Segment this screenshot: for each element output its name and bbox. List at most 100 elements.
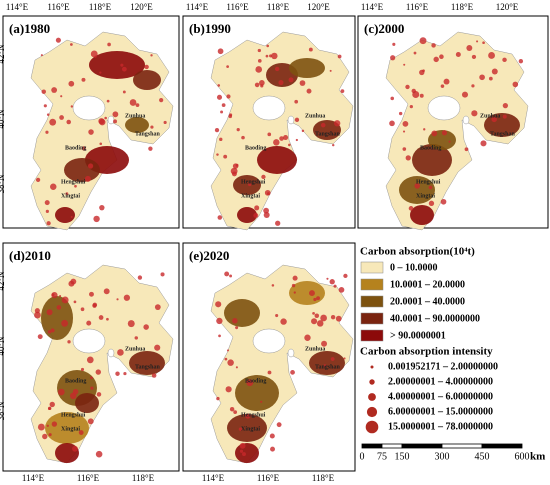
- intensity-dot: [340, 89, 345, 93]
- intensity-dot: [90, 386, 94, 390]
- intensity-dot: [271, 52, 278, 60]
- intensity-dot: [294, 117, 300, 122]
- intensity-dot: [55, 37, 61, 43]
- intensity-dot: [117, 349, 124, 356]
- intensity-dot: [326, 277, 329, 280]
- intensity-dot: [488, 76, 493, 81]
- map: Zunhua Tangshan Baoding Hengshui Xingtai: [30, 31, 174, 231]
- intensity-dot: [431, 43, 436, 48]
- intensity-dot: [316, 320, 324, 327]
- intensity-dot: [314, 313, 320, 319]
- intensity-dot: [245, 413, 251, 419]
- intensity-dot: [479, 74, 485, 81]
- intensity-dot: [320, 122, 326, 128]
- intensity-dot: [299, 80, 306, 86]
- intensity-dot: [48, 433, 52, 437]
- intensity-dot: [333, 284, 337, 288]
- intensity-dot: [232, 163, 239, 169]
- tianjin: [287, 115, 295, 125]
- intensity-dot: [122, 90, 126, 94]
- intensity-dot: [428, 200, 435, 207]
- intensity-dot: [402, 130, 406, 133]
- intensity-dot: [113, 119, 117, 124]
- intensity-dot: [402, 147, 407, 151]
- lon-tick-label: 114°E: [22, 473, 45, 483]
- panel-frame: [182, 15, 356, 229]
- intensity-dot: [92, 303, 97, 308]
- city-label: Baoding: [65, 378, 86, 384]
- intensity-dot: [304, 334, 311, 341]
- intensity-dot: [334, 120, 341, 127]
- legend-dot: [370, 365, 374, 369]
- legend-label: > 90.0000001: [390, 330, 446, 341]
- intensity-dot: [235, 326, 239, 330]
- intensity-dot: [129, 99, 137, 106]
- intensity-dot: [86, 356, 94, 364]
- intensity-dot: [482, 41, 485, 45]
- panel-frame: [2, 242, 180, 472]
- intensity-dot: [440, 84, 445, 88]
- intensity-dot: [220, 110, 224, 114]
- county-patch: [412, 144, 452, 176]
- intensity-dot: [115, 371, 120, 376]
- lon-tick-label: 120°E: [496, 2, 519, 12]
- intensity-dot: [46, 424, 49, 427]
- intensity-dot: [44, 200, 50, 206]
- city-label: Tangshan: [135, 131, 160, 137]
- intensity-dot: [241, 135, 245, 140]
- intensity-dot: [81, 146, 86, 151]
- intensity-dot: [61, 319, 69, 327]
- legend-label: 0 – 10.0000: [390, 262, 438, 273]
- legend-dot: [365, 420, 379, 434]
- intensity-dot: [343, 273, 348, 279]
- intensity-dot: [332, 143, 335, 147]
- intensity-dot: [46, 309, 53, 316]
- intensity-dot: [439, 54, 444, 60]
- intensity-dot: [389, 120, 395, 127]
- intensity-dot: [428, 185, 433, 190]
- county-patch: [41, 296, 73, 340]
- intensity-dot: [275, 220, 281, 226]
- intensity-dot: [239, 442, 246, 449]
- intensity-dot: [229, 407, 235, 412]
- county-patch: [410, 205, 434, 225]
- intensity-dot: [116, 298, 119, 301]
- intensity-dot: [224, 357, 228, 361]
- legend-label: 2.00000001 – 4.00000000: [388, 376, 493, 387]
- scale-segment: [441, 443, 483, 449]
- intensity-dot: [159, 98, 164, 103]
- lat-tick-label: 40°N: [0, 336, 6, 356]
- lon-tick-label: 120°E: [307, 2, 330, 12]
- intensity-dot: [73, 300, 77, 304]
- county-patch: [133, 70, 161, 90]
- intensity-dot: [48, 406, 52, 411]
- intensity-dot: [217, 48, 224, 55]
- intensity-dot: [47, 330, 52, 334]
- intensity-dot: [51, 293, 55, 297]
- intensity-dot: [461, 91, 469, 98]
- intensity-dot: [90, 50, 98, 58]
- intensity-dot: [34, 311, 41, 319]
- intensity-dot: [99, 204, 105, 211]
- intensity-dot: [45, 209, 49, 213]
- county-patch: [75, 393, 99, 413]
- intensity-dot: [320, 314, 327, 322]
- intensity-dot: [107, 42, 111, 47]
- intensity-dot: [50, 328, 55, 333]
- intensity-dot: [260, 84, 264, 88]
- intensity-dot: [270, 446, 275, 452]
- intensity-dot: [329, 279, 335, 285]
- intensity-dot: [56, 305, 62, 310]
- city-label: Hengshui: [61, 179, 86, 185]
- intensity-dot: [323, 364, 327, 367]
- legend-swatch: [360, 329, 384, 342]
- legend-label: 6.00000001 – 15.0000000: [388, 406, 493, 417]
- county-patch: [125, 117, 149, 133]
- intensity-dot: [255, 66, 263, 73]
- intensity-dot: [276, 422, 282, 428]
- intensity-dot: [59, 115, 64, 120]
- intensity-dot: [143, 324, 149, 330]
- legend-label: 40.0001 – 90.0000000: [390, 313, 480, 324]
- county-patch: [237, 207, 257, 223]
- lon-tick-label: 116°E: [47, 2, 70, 12]
